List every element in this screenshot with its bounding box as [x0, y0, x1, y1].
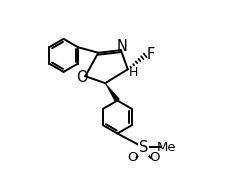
Text: S: S — [139, 140, 148, 155]
Text: F: F — [147, 47, 155, 62]
Polygon shape — [105, 83, 120, 102]
Text: Me: Me — [157, 141, 176, 154]
Text: O: O — [149, 151, 159, 164]
Text: H: H — [129, 66, 138, 79]
Text: O: O — [127, 151, 138, 164]
Text: N: N — [116, 39, 127, 54]
Text: O: O — [76, 70, 87, 85]
